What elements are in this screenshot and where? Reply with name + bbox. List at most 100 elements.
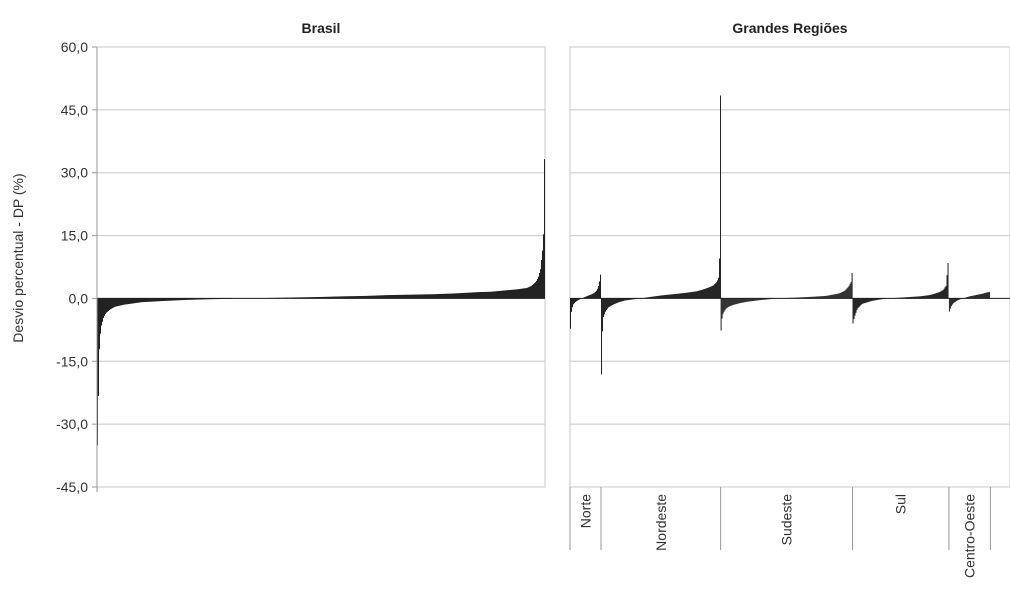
bar-brasil bbox=[532, 285, 533, 298]
bar-nordeste bbox=[620, 298, 621, 301]
bar-sul bbox=[942, 291, 943, 299]
bar-sul bbox=[869, 298, 870, 301]
bar-brasil bbox=[446, 294, 447, 299]
panel-brasil: 60,045,030,015,00,0-15,0-30,0-45,0 Brasi… bbox=[10, 20, 545, 495]
bar-brasil bbox=[394, 295, 395, 298]
bar-brasil bbox=[448, 294, 449, 299]
bar-brasil bbox=[435, 294, 436, 298]
bar-brasil bbox=[421, 294, 422, 298]
bar-sul bbox=[943, 290, 944, 298]
bar-brasil bbox=[137, 298, 138, 302]
bar-sudeste bbox=[851, 282, 852, 299]
bar-centro-oeste bbox=[955, 298, 956, 301]
bar-brasil bbox=[484, 292, 485, 298]
bar-nordeste bbox=[618, 298, 619, 302]
y-tick-label: 0,0 bbox=[69, 290, 89, 306]
bar-nordeste bbox=[617, 298, 618, 302]
bar-nordeste bbox=[698, 291, 699, 299]
bar-sudeste bbox=[723, 298, 724, 313]
bar-nordeste bbox=[701, 290, 702, 298]
bar-brasil bbox=[397, 295, 398, 299]
bar-brasil bbox=[117, 298, 118, 306]
bar-brasil bbox=[535, 282, 536, 298]
bar-brasil bbox=[478, 292, 479, 298]
bar-brasil bbox=[460, 293, 461, 298]
bar-brasil bbox=[125, 298, 126, 304]
bar-norte bbox=[596, 291, 597, 299]
bar-brasil bbox=[500, 291, 501, 299]
bar-brasil bbox=[504, 290, 505, 298]
bar-brasil bbox=[130, 298, 131, 303]
bar-brasil bbox=[108, 298, 109, 311]
bar-brasil bbox=[462, 293, 463, 298]
bar-brasil bbox=[438, 294, 439, 298]
bar-brasil bbox=[119, 298, 120, 305]
bar-sul bbox=[863, 298, 864, 303]
bar-nordeste bbox=[690, 292, 691, 298]
bar-sudeste bbox=[840, 293, 841, 298]
bar-sul bbox=[936, 293, 937, 298]
bar-sudeste bbox=[736, 298, 737, 304]
bar-brasil bbox=[464, 293, 465, 299]
bar-brasil bbox=[100, 298, 101, 333]
bar-norte bbox=[571, 298, 572, 311]
bar-brasil bbox=[411, 295, 412, 299]
bar-sudeste bbox=[747, 298, 748, 301]
bar-brasil bbox=[133, 298, 134, 303]
bar-norte bbox=[572, 298, 573, 307]
bar-centro-oeste bbox=[985, 293, 986, 299]
bar-brasil bbox=[395, 295, 396, 298]
y-tick-label: -15,0 bbox=[56, 353, 88, 369]
bar-nordeste bbox=[612, 298, 613, 305]
bar-brasil bbox=[389, 295, 390, 298]
bar-brasil bbox=[113, 298, 114, 307]
bar-nordeste bbox=[683, 293, 684, 298]
bar-centro-oeste bbox=[980, 294, 981, 298]
bar-sul bbox=[856, 298, 857, 312]
bars-brasil bbox=[97, 159, 545, 445]
bar-brasil bbox=[142, 298, 143, 302]
bar-sul bbox=[865, 298, 866, 303]
bar-brasil bbox=[409, 295, 410, 299]
region-label: Nordeste bbox=[653, 494, 669, 551]
bar-brasil bbox=[529, 287, 530, 299]
bar-sudeste bbox=[846, 289, 847, 298]
bar-brasil bbox=[429, 294, 430, 298]
bar-brasil bbox=[418, 295, 419, 299]
bar-brasil bbox=[530, 286, 531, 298]
bar-centro-oeste bbox=[986, 293, 987, 299]
bar-sudeste bbox=[833, 295, 834, 299]
bar-norte bbox=[590, 295, 591, 299]
bar-brasil bbox=[519, 289, 520, 298]
bar-brasil bbox=[544, 159, 545, 298]
bar-nordeste bbox=[608, 298, 609, 307]
bar-brasil bbox=[481, 292, 482, 298]
bar-brasil bbox=[511, 290, 512, 299]
bar-brasil bbox=[461, 293, 462, 298]
bar-nordeste bbox=[686, 293, 687, 299]
bar-centro-oeste bbox=[954, 298, 955, 302]
bar-nordeste bbox=[611, 298, 612, 305]
bar-brasil bbox=[510, 290, 511, 299]
bar-centro-oeste bbox=[984, 293, 985, 298]
bar-brasil bbox=[148, 298, 149, 301]
bar-nordeste bbox=[606, 298, 607, 310]
bar-centro-oeste bbox=[976, 295, 977, 298]
bar-norte bbox=[575, 298, 576, 302]
bar-nordeste bbox=[667, 295, 668, 299]
y-tick-label: 60,0 bbox=[61, 39, 88, 55]
chart-title-brasil: Brasil bbox=[302, 20, 341, 36]
bar-sudeste bbox=[746, 298, 747, 302]
y-axis-label: Desvio percentual - DP (%) bbox=[10, 173, 26, 342]
y-tick-label: 45,0 bbox=[61, 102, 88, 118]
bar-brasil bbox=[503, 291, 504, 299]
bar-brasil bbox=[536, 281, 537, 299]
bar-nordeste bbox=[693, 292, 694, 299]
bar-nordeste bbox=[601, 298, 602, 374]
y-tick-label: 30,0 bbox=[61, 165, 88, 181]
bar-sul bbox=[868, 298, 869, 302]
bar-nordeste bbox=[616, 298, 617, 303]
bar-brasil bbox=[126, 298, 127, 304]
bar-sudeste bbox=[745, 298, 746, 302]
bar-nordeste bbox=[670, 294, 671, 298]
